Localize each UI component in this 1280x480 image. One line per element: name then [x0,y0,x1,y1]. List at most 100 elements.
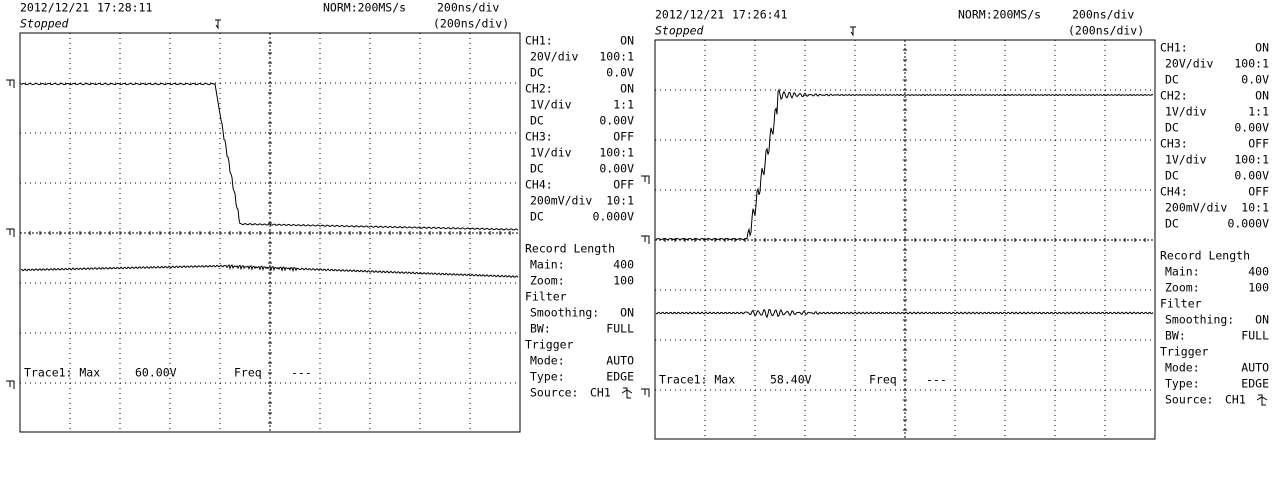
filter-label: BW: [530,322,551,336]
channel-probe: 100:1 [1234,153,1269,167]
zoom-timebase: (200ns/div) [1068,24,1144,38]
channel-name: CH2: [525,82,553,96]
channel-name: CH4: [1160,185,1188,199]
scope-panel: 2012/12/21 17:26:41 Stopped NORM:200MS/s 200… [641,8,1269,440]
trigger-label: Source: [1165,393,1213,407]
trigger-value: CH1 [590,386,611,400]
acquire-mode: NORM:200MS/s [958,8,1041,22]
channel-scale: 1V/div [1165,153,1207,167]
channel-probe: 100:1 [599,50,634,64]
trigger-label: Type: [1165,377,1200,391]
channel-scale: 20V/div [1165,57,1214,71]
channel-offset: 0.00V [1234,121,1269,135]
ch1-marker [641,235,650,244]
timebase: 200ns/div [437,1,499,15]
readout-label: Trace1: Max [24,366,100,380]
status: Stopped [20,17,70,31]
channel-probe: 100:1 [1234,57,1269,71]
channel-name: CH1: [525,34,553,48]
channel-name: CH3: [525,130,553,144]
ch2-marker [641,388,650,397]
channel-name: CH3: [1160,137,1188,151]
channel-offset: 0.0V [606,66,634,80]
channel-state: ON [620,82,634,96]
trigger-label: Source: [530,386,578,400]
trigger-value: EDGE [1241,377,1269,391]
waveform-ch1 [655,88,1154,241]
channel-coupling: DC [1165,121,1179,135]
filter-label: Smoothing: [1165,313,1234,327]
date: 2012/12/21 [655,8,724,22]
trigger-title: Trigger [525,338,574,352]
channel-state: ON [1255,89,1269,103]
filter-value: ON [620,306,634,320]
channel-scale: 1V/div [1165,105,1207,119]
record-label: Main: [1165,265,1200,279]
trigger-position-marker [850,26,856,37]
record-title: Record Length [1160,249,1250,263]
record-value: 100 [1248,281,1269,295]
channel-name: CH4: [525,178,553,192]
filter-label: BW: [1165,329,1186,343]
channel-coupling: DC [530,162,544,176]
freq-label: Freq [869,373,897,387]
freq-value: --- [926,373,947,387]
channel-scale: 200mV/div [530,194,592,208]
channel-state: OFF [613,178,634,192]
channel-offset: 0.000V [1227,217,1269,231]
record-value: 400 [613,258,634,272]
channel-probe: 1:1 [1248,105,1269,119]
channel-probe: 1:1 [613,98,634,112]
channel-scale: 200mV/div [1165,201,1227,215]
channel-coupling: DC [530,66,544,80]
channel-coupling: DC [1165,73,1179,87]
channel-state: OFF [1248,137,1269,151]
status: Stopped [655,24,705,38]
channel-offset: 0.0V [1241,73,1269,87]
readout-value: 58.40V [770,373,812,387]
acquire-mode: NORM:200MS/s [323,1,406,15]
timebase: 200ns/div [1072,8,1134,22]
channel-offset: 0.00V [1234,169,1269,183]
slope-icon [1256,394,1268,406]
zoom-timebase: (200ns/div) [433,17,509,31]
waveform-ch2 [20,264,519,278]
trigger-label: Mode: [1165,361,1200,375]
channel-name: CH2: [1160,89,1188,103]
channel-offset: 0.00V [599,114,634,128]
trigger-title: Trigger [1160,345,1209,359]
date: 2012/12/21 [20,1,89,15]
waveform-ch2 [655,308,1154,319]
channel-scale: 1V/div [530,146,572,160]
channel-state: OFF [1248,185,1269,199]
trigger-position-marker [215,19,221,30]
filter-title: Filter [1160,297,1202,311]
record-value: 100 [613,274,634,288]
channel-scale: 1V/div [530,98,572,112]
record-value: 400 [1248,265,1269,279]
freq-value: --- [291,366,312,380]
channel-probe: 10:1 [1241,201,1269,215]
record-title: Record Length [525,242,615,256]
channel-state: ON [620,34,634,48]
trigger-value: CH1 [1225,393,1246,407]
record-label: Zoom: [530,274,565,288]
channel-name: CH1: [1160,41,1188,55]
scope-panel: 2012/12/21 17:28:11 Stopped NORM:200MS/s 200… [6,1,634,433]
record-label: Zoom: [1165,281,1200,295]
channel-coupling: DC [530,114,544,128]
level-marker [641,175,650,184]
channel-scale: 20V/div [530,50,579,64]
level-marker [6,79,15,88]
trigger-value: AUTO [1241,361,1269,375]
channel-offset: 0.00V [599,162,634,176]
readout-value: 60.00V [135,366,177,380]
filter-value: FULL [1241,329,1269,343]
waveform-ch1 [20,82,519,231]
readout-label: Trace1: Max [659,373,735,387]
trigger-value: AUTO [606,354,634,368]
time: 17:28:11 [97,1,152,15]
trigger-label: Type: [530,370,565,384]
slope-icon [621,387,633,399]
